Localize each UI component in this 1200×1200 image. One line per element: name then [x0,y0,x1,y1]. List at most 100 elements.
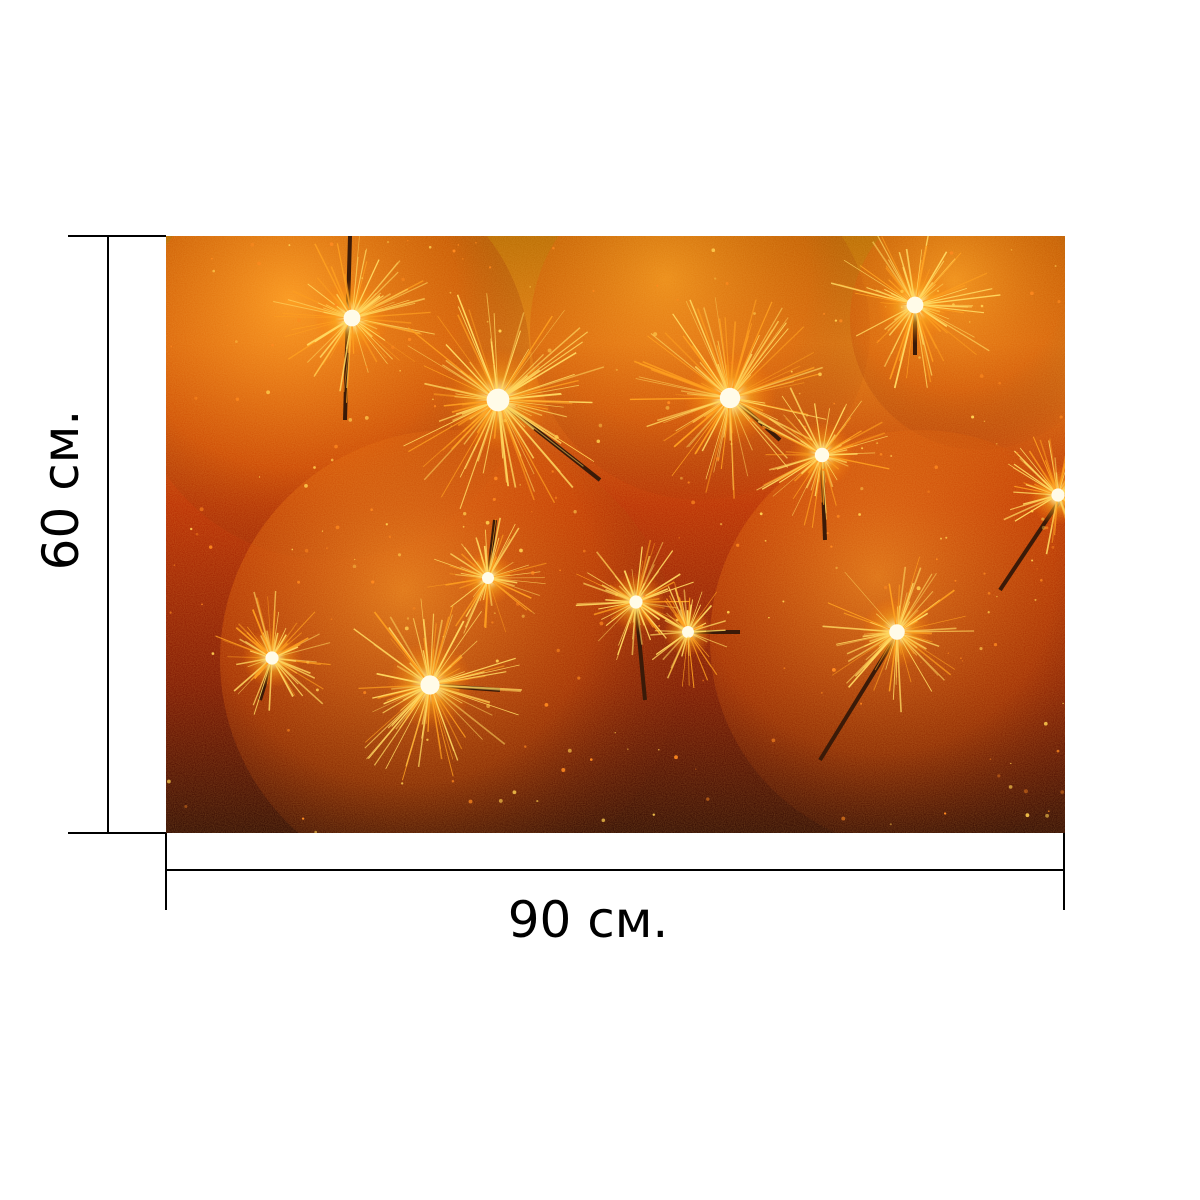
spark-ray [915,307,934,362]
spark-ray [671,398,730,477]
ember [653,332,658,337]
ember [1054,265,1057,267]
spark-ray [434,558,486,578]
ember [306,660,310,664]
ember [330,458,334,462]
ember [1025,813,1030,818]
spark-ray [505,400,564,408]
spark-ray [274,316,351,319]
ember [826,532,829,535]
spark-ray [268,659,273,711]
spark-ray [450,577,488,608]
ember [457,244,460,246]
ember [823,312,826,315]
sparkler-core [482,572,494,584]
ember [968,321,971,323]
spark-ray [330,266,352,315]
spark-ray [874,635,896,671]
spark-ray [502,403,584,467]
spark-ray [435,668,460,683]
spark-ray [499,406,535,501]
ember [556,648,560,653]
ember [297,318,301,323]
spark-ray [732,351,815,398]
spark-ray [351,236,360,317]
spark-ray [685,301,728,393]
spark-ray [846,631,896,655]
ember [1034,598,1037,601]
spark-ray [651,632,687,661]
ember [652,813,656,816]
ember [798,392,801,395]
sparkler-core [486,388,510,412]
ember [552,246,555,250]
ember [799,532,801,534]
ember [831,667,836,672]
spark-ray [730,334,760,396]
spark-ray [1059,481,1065,492]
ember [334,303,338,307]
spark-ray [442,364,494,398]
spark-ray [688,401,728,448]
spark-ray [873,635,897,691]
ember [980,304,984,308]
ember [1010,249,1013,251]
spark-ray [430,686,466,738]
ember [790,370,793,373]
ember [736,543,740,547]
spark-ray [449,565,485,578]
spark-ray [875,613,894,629]
sparkler-core [265,651,279,665]
ember [521,614,525,618]
spark-ray [772,455,821,471]
ember [491,621,494,624]
spark-ray [899,590,934,629]
spark-ray [914,306,925,345]
ember [803,425,806,428]
spark-ray [482,402,498,474]
ember [462,525,465,528]
ember [315,688,319,692]
spark-ray [917,288,968,305]
ember [702,679,705,682]
spark-ray [421,689,430,725]
spark-ray [227,656,268,659]
spark-ray [323,311,348,318]
ember [691,500,696,505]
spark-ray [761,425,822,456]
ember [313,466,316,469]
spark-ray [898,635,933,692]
spark-ray [434,689,483,740]
spark-ray [451,400,494,414]
spark-ray [252,658,273,706]
spark-ray [687,604,713,633]
spark-ray [282,312,349,319]
spark-ray [866,287,913,305]
sparkler-core [343,309,361,327]
spark-ray [650,332,730,398]
spark-ray [756,455,821,491]
spark-ray [1049,438,1059,493]
ember [1036,568,1038,570]
spark-ray [688,591,703,631]
ember [841,816,846,821]
spark-ray [638,604,667,639]
ember [589,758,593,761]
ember [266,390,271,395]
spark-ray [1057,462,1065,494]
spark-ray [1062,495,1065,497]
spark-ray [1058,497,1065,514]
spark-ray [597,603,635,642]
ember [485,520,490,525]
ember [599,621,604,626]
spark-ray [486,293,499,399]
product-photo [166,236,1065,833]
ember [352,564,357,569]
spark-ray [736,381,795,397]
spark-ray [813,403,823,454]
spark-ray [713,402,730,473]
ember [701,357,704,359]
ember [858,513,861,516]
ember [297,580,301,584]
ember [1056,749,1060,753]
